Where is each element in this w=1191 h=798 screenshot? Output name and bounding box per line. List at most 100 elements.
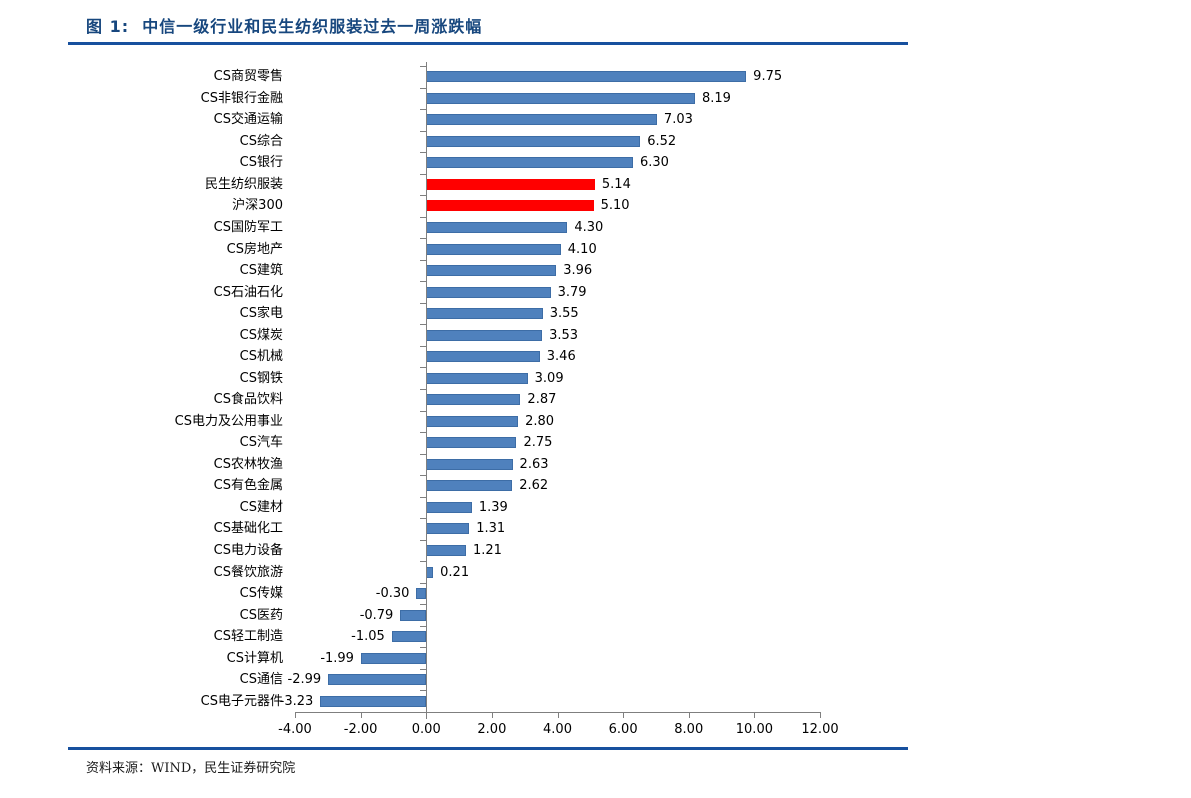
y-tick (420, 432, 427, 434)
value-label: 2.87 (527, 392, 557, 408)
bar (426, 480, 513, 492)
x-tick (295, 712, 296, 718)
category-label: CS银行 (239, 155, 283, 171)
y-tick (420, 453, 427, 455)
y-tick (420, 582, 427, 584)
y-tick (420, 324, 427, 326)
bar (328, 674, 427, 686)
bar (426, 71, 747, 83)
x-tick (623, 712, 625, 718)
category-label: CS医药 (239, 607, 283, 623)
source-note: 资料来源：WIND，民生证券研究院 (86, 761, 296, 776)
value-label: 3.79 (557, 284, 587, 300)
category-label: CS有色金属 (213, 478, 283, 494)
bar (426, 286, 551, 298)
category-label: CS食品饮料 (213, 392, 283, 408)
value-label: 3.96 (563, 263, 593, 279)
bar (426, 243, 561, 255)
value-label: 2.80 (525, 413, 555, 429)
value-label: 3.55 (549, 306, 579, 322)
category-label: CS机械 (239, 349, 283, 365)
bar (426, 523, 470, 535)
category-label: CS商贸零售 (213, 69, 283, 85)
bar (426, 308, 543, 320)
bar (426, 351, 540, 363)
value-label: 4.30 (574, 220, 604, 235)
value-label: 2.62 (519, 478, 549, 494)
value-label: 4.10 (567, 241, 597, 257)
x-tick-label: 4.00 (543, 722, 572, 737)
value-label: 3.53 (549, 327, 579, 343)
category-label: CS农林牧渔 (213, 456, 283, 472)
category-label: CS石油石化 (213, 284, 283, 300)
value-label: 8.19 (701, 90, 731, 106)
y-tick (420, 539, 427, 541)
y-tick (420, 109, 427, 111)
x-tick (491, 712, 493, 718)
y-tick (420, 152, 427, 154)
y-tick (420, 259, 427, 261)
x-tick-label: -4.00 (278, 722, 312, 737)
value-label: 6.30 (639, 155, 669, 171)
footer-divider (68, 747, 908, 750)
x-tick (426, 712, 428, 718)
category-label: 沪深300 (232, 198, 283, 214)
value-label: -1.05 (351, 629, 385, 645)
x-tick (557, 712, 559, 718)
category-label: CS建材 (239, 499, 283, 515)
bar (426, 135, 641, 147)
y-tick (420, 130, 427, 132)
category-label: CS基础化工 (213, 521, 283, 537)
bar (426, 501, 472, 513)
y-tick (420, 389, 427, 390)
x-tick-label: 12.00 (801, 722, 839, 737)
category-label: CS房地产 (226, 241, 283, 257)
value-label: 3.46 (546, 349, 576, 365)
category-label: CS非银行金融 (200, 90, 283, 106)
y-tick (420, 367, 427, 369)
category-label: CS钢铁 (239, 370, 283, 386)
y-tick (420, 496, 427, 498)
value-label: 5.10 (600, 198, 630, 214)
bar (426, 200, 594, 212)
x-tick-label: 2.00 (477, 722, 507, 737)
y-tick (420, 66, 427, 67)
category-label: CS电力设备 (213, 543, 283, 558)
y-tick (420, 87, 427, 89)
bar (426, 372, 528, 384)
y-tick (420, 668, 427, 670)
x-tick-label: 8.00 (674, 722, 704, 737)
value-label: -0.79 (359, 607, 394, 623)
value-label: 6.52 (647, 133, 677, 149)
category-label: CS交通运输 (213, 112, 283, 128)
y-axis (426, 62, 428, 719)
bar (426, 415, 519, 427)
category-label: CS建筑 (239, 263, 283, 279)
x-tick-label: 0.00 (411, 722, 441, 737)
x-tick (820, 712, 821, 718)
bar (416, 588, 427, 600)
y-tick (420, 195, 427, 197)
y-tick (420, 281, 427, 283)
value-label: 2.75 (523, 435, 553, 451)
value-label: 1.21 (472, 543, 502, 558)
bar (426, 394, 521, 406)
y-tick (420, 475, 427, 477)
y-tick (420, 647, 427, 649)
bar (426, 265, 557, 277)
category-label: CS汽车 (239, 435, 283, 451)
bar (426, 545, 466, 556)
value-label: -3.23 (279, 693, 314, 709)
category-label: CS餐饮旅游 (213, 564, 283, 580)
bar (391, 631, 427, 643)
category-label: CS传媒 (239, 586, 283, 602)
y-tick (420, 518, 427, 520)
y-tick (420, 302, 427, 304)
category-label: CS电子元器件 (200, 693, 283, 709)
value-label: 2.63 (519, 456, 549, 472)
category-label: CS家电 (239, 306, 283, 322)
value-label: -1.99 (320, 650, 354, 666)
category-label: CS电力及公用事业 (174, 413, 283, 429)
